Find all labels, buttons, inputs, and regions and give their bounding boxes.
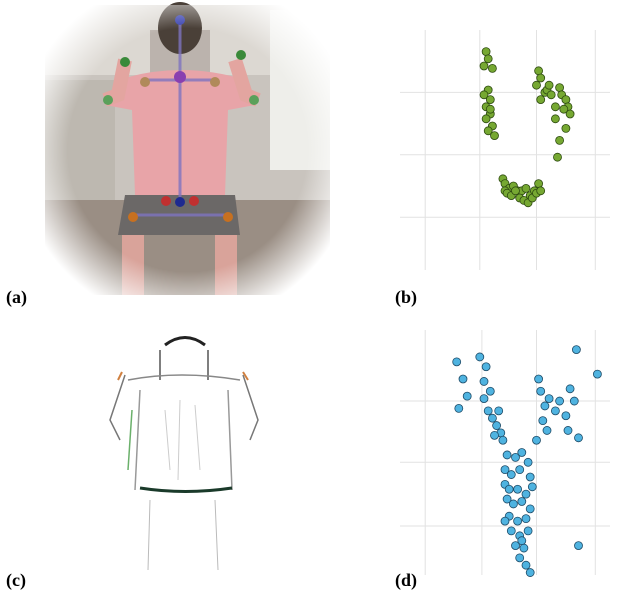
scatter-point xyxy=(534,66,543,76)
scatter-point xyxy=(525,504,535,514)
scatter-point xyxy=(561,95,571,104)
scatter-point xyxy=(593,369,602,379)
scatter-point xyxy=(534,374,543,384)
scatter-point xyxy=(454,403,464,413)
scatter-point xyxy=(544,394,554,404)
scatter-point xyxy=(563,426,573,435)
scatter-point xyxy=(574,433,583,443)
scatter-point xyxy=(572,345,581,355)
scatter-point xyxy=(536,186,546,196)
scatter-point xyxy=(479,61,489,71)
scatter-point xyxy=(458,374,468,384)
scatter-point xyxy=(490,131,499,141)
scatter-point xyxy=(574,541,583,550)
scatter-point xyxy=(536,95,546,104)
scatter-point xyxy=(513,516,522,526)
scatter-point xyxy=(540,401,550,411)
scatter-point xyxy=(521,489,531,499)
scatter-point xyxy=(481,362,491,372)
scatter-point xyxy=(502,494,512,504)
scatter-point xyxy=(523,457,533,467)
scatter-point xyxy=(521,183,531,193)
scatter-point xyxy=(561,411,571,421)
scatter-point xyxy=(546,90,556,100)
scatter-point xyxy=(500,465,510,475)
scatter-point xyxy=(492,421,502,430)
panel-label: (b) xyxy=(395,287,417,308)
scatter-point xyxy=(532,435,541,445)
scatter-point xyxy=(498,435,508,445)
scatter-point xyxy=(511,541,520,550)
scatter-point xyxy=(536,73,546,83)
photo-pose xyxy=(45,2,330,295)
scatter-point xyxy=(479,394,489,404)
scatter-point xyxy=(483,406,493,416)
scatter-point xyxy=(525,472,535,482)
scatter-point xyxy=(519,543,529,553)
scatter-point xyxy=(569,396,579,406)
scatter-point xyxy=(452,357,462,367)
scatter-point xyxy=(565,384,575,394)
scatter-point xyxy=(500,516,510,526)
scatter-point xyxy=(521,560,531,570)
scatter-point xyxy=(542,426,552,435)
scatter-point xyxy=(515,465,525,475)
scatter-point xyxy=(538,416,548,426)
scatter-point xyxy=(532,80,541,90)
scatter-point xyxy=(506,470,516,479)
scatter-point xyxy=(523,526,533,536)
scatter-point xyxy=(513,484,522,494)
scatter-point xyxy=(534,179,543,189)
panel-label: (d) xyxy=(395,570,417,591)
panel-label: (a) xyxy=(6,287,27,308)
scatter-point xyxy=(475,352,485,362)
scatter-point xyxy=(553,152,562,162)
scatter-point xyxy=(485,95,495,104)
scatter-point xyxy=(551,102,560,112)
scatter-point xyxy=(525,568,535,577)
scatter-point xyxy=(462,391,472,401)
scatter-point xyxy=(502,450,512,460)
scatter-point xyxy=(487,64,497,73)
scatter-point xyxy=(504,484,514,494)
scatter-point xyxy=(490,430,499,440)
scatter-point xyxy=(483,126,493,136)
scatter-point xyxy=(517,448,527,457)
scatter-point xyxy=(509,499,518,509)
scatter-point xyxy=(481,114,491,124)
scatter-point xyxy=(485,104,495,114)
scatter-point xyxy=(555,135,564,145)
scatter-point xyxy=(481,47,491,56)
scatter-point xyxy=(483,54,493,64)
scatter-point xyxy=(515,553,525,563)
photo-edges xyxy=(109,336,259,571)
scatter-point xyxy=(506,526,516,536)
scatter-point xyxy=(494,406,504,416)
scatter-point xyxy=(527,482,537,492)
panel-label: (c) xyxy=(6,570,26,591)
scatter-point xyxy=(555,396,564,406)
scatter-point xyxy=(517,497,527,506)
scatter-point xyxy=(555,83,564,92)
scatter-point xyxy=(517,536,527,546)
scatter-point xyxy=(479,90,489,100)
scatter-point xyxy=(551,406,560,416)
scatter-point xyxy=(559,104,569,114)
scatter-point xyxy=(511,186,520,196)
scatter-point xyxy=(485,386,495,396)
scatter-point xyxy=(487,413,497,423)
scatter-point xyxy=(511,452,520,462)
scatter-point xyxy=(561,123,571,133)
scatter-point xyxy=(565,109,575,119)
scatter-point xyxy=(521,514,531,524)
scatter-point xyxy=(551,114,560,124)
scatter-point xyxy=(536,386,546,396)
scatter-point xyxy=(479,377,489,386)
scatter-point xyxy=(544,80,554,90)
